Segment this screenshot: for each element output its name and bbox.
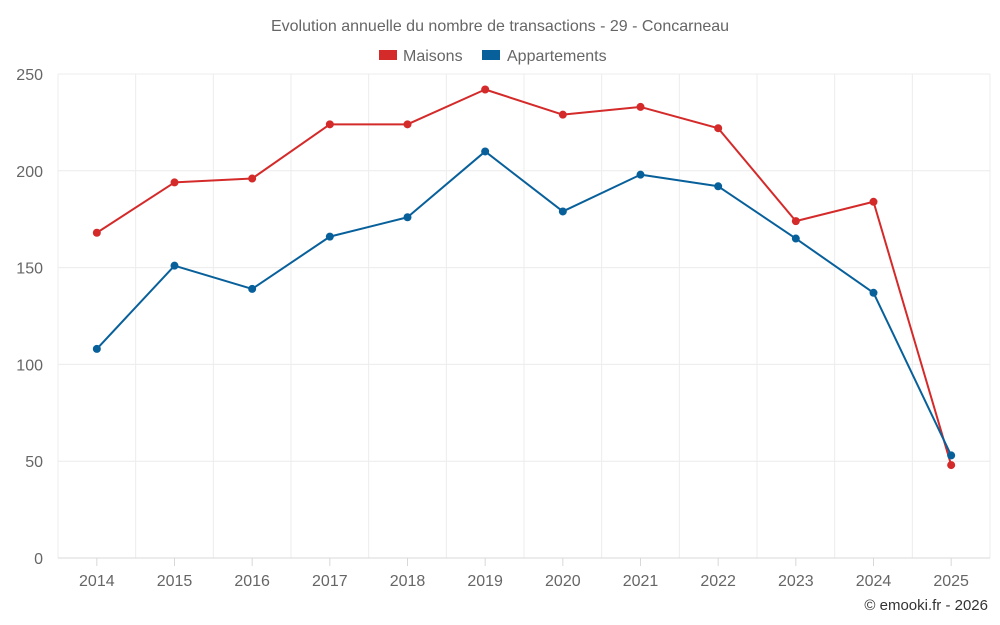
x-tick-label-2023: 2023 xyxy=(778,573,814,590)
data-point-appartements-2016[interactable] xyxy=(248,284,257,293)
data-point-maisons-2020[interactable] xyxy=(558,110,567,119)
credit-text: © emooki.fr - 2026 xyxy=(864,597,988,614)
x-tick-label-2018: 2018 xyxy=(390,573,426,590)
data-point-appartements-2014[interactable] xyxy=(92,344,101,353)
gridlines xyxy=(57,73,991,558)
legend-item-maisons[interactable]: Maisons xyxy=(379,48,463,65)
x-tick-label-2015: 2015 xyxy=(157,573,193,590)
x-tick-label-2020: 2020 xyxy=(545,573,581,590)
series-line-appartements xyxy=(96,150,953,456)
y-tick-label: 250 xyxy=(16,67,43,84)
x-tick-label-2022: 2022 xyxy=(700,573,736,590)
axes xyxy=(58,557,990,566)
y-tick-label: 50 xyxy=(25,454,43,471)
series xyxy=(92,85,956,470)
y-tick-label: 0 xyxy=(34,551,43,568)
x-tick-label-2016: 2016 xyxy=(234,573,270,590)
data-point-appartements-2025[interactable] xyxy=(947,451,956,460)
data-point-appartements-2023[interactable] xyxy=(791,234,800,243)
y-axis-ticks: 0 50 100 150 200 250 xyxy=(16,67,43,568)
data-point-maisons-2023[interactable] xyxy=(791,217,800,226)
data-point-appartements-2019[interactable] xyxy=(481,147,490,156)
x-tick-label-2017: 2017 xyxy=(312,573,348,590)
y-tick-label: 100 xyxy=(16,357,43,374)
chart-title: Evolution annuelle du nombre de transact… xyxy=(271,18,729,35)
series-appartements xyxy=(92,147,956,460)
x-tick-label-2025: 2025 xyxy=(933,573,969,590)
data-point-maisons-2018[interactable] xyxy=(403,120,412,129)
data-point-appartements-2024[interactable] xyxy=(869,288,878,297)
series-line-maisons xyxy=(96,88,953,466)
data-point-appartements-2018[interactable] xyxy=(403,213,412,222)
x-tick-label-2021: 2021 xyxy=(623,573,659,590)
data-point-appartements-2020[interactable] xyxy=(558,207,567,216)
legend-item-appartements[interactable]: Appartements xyxy=(482,48,607,65)
data-point-maisons-2016[interactable] xyxy=(248,174,257,183)
data-point-appartements-2015[interactable] xyxy=(170,261,179,270)
legend-swatch-maisons xyxy=(379,50,397,60)
data-point-maisons-2025[interactable] xyxy=(947,461,956,470)
data-point-maisons-2024[interactable] xyxy=(869,197,878,206)
data-point-maisons-2014[interactable] xyxy=(92,228,101,237)
data-point-maisons-2015[interactable] xyxy=(170,178,179,187)
y-tick-label: 150 xyxy=(16,261,43,278)
data-point-appartements-2021[interactable] xyxy=(636,170,645,179)
x-tick-label-2014: 2014 xyxy=(79,573,115,590)
y-tick-label: 200 xyxy=(16,164,43,181)
x-axis-ticks: 2014 2015 2016 2017 2018 2019 2020 2021 2022 2023… xyxy=(79,573,969,590)
legend-swatch-appartements xyxy=(482,50,500,60)
series-maisons xyxy=(92,85,956,470)
data-point-appartements-2022[interactable] xyxy=(714,182,723,191)
x-tick-label-2024: 2024 xyxy=(856,573,892,590)
data-point-appartements-2017[interactable] xyxy=(325,232,334,241)
data-point-maisons-2021[interactable] xyxy=(636,102,645,111)
data-point-maisons-2022[interactable] xyxy=(714,124,723,133)
x-tick-label-2019: 2019 xyxy=(467,573,503,590)
data-point-maisons-2017[interactable] xyxy=(325,120,334,129)
legend-label-maisons: Maisons xyxy=(403,48,463,65)
legend: Maisons Appartements xyxy=(379,48,607,65)
legend-label-appartements: Appartements xyxy=(507,48,607,65)
data-point-maisons-2019[interactable] xyxy=(481,85,490,94)
